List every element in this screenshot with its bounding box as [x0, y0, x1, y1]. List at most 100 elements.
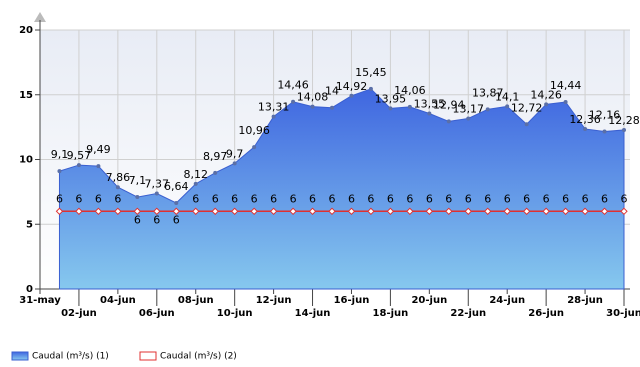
- point: [252, 145, 257, 150]
- x-tick-label: 16-jun: [334, 295, 370, 306]
- x-tick-label: 18-jun: [373, 308, 409, 319]
- x-tick-label: 30-jun: [606, 308, 640, 319]
- data-label: 6: [329, 192, 336, 205]
- data-label: 6: [56, 192, 63, 205]
- marker: [114, 207, 122, 216]
- marker: [211, 207, 219, 216]
- y-tick-label: 0: [26, 284, 33, 295]
- x-tick-label: 20-jun: [411, 295, 447, 306]
- x-tick-label: 08-jun: [178, 295, 214, 306]
- point: [271, 114, 276, 119]
- data-label: 12,94: [433, 98, 465, 111]
- marker: [328, 207, 336, 216]
- data-label: 6: [621, 192, 628, 205]
- point: [583, 126, 588, 131]
- data-label: 14,92: [336, 80, 368, 93]
- marker: [445, 207, 453, 216]
- marker: [561, 207, 570, 216]
- axis-arrow: [34, 12, 46, 22]
- data-label: 7,1: [129, 174, 147, 187]
- data-label: 6: [562, 192, 569, 205]
- x-tick-label: 24-jun: [489, 295, 525, 306]
- data-label: 6: [348, 192, 355, 205]
- marker: [133, 207, 142, 216]
- data-label: 6: [153, 213, 160, 226]
- data-label: 6: [309, 192, 316, 205]
- marker: [94, 207, 103, 216]
- data-label: 6: [367, 192, 374, 205]
- data-label: 6: [290, 192, 297, 205]
- data-label: 14,46: [277, 79, 309, 92]
- marker: [464, 207, 472, 216]
- data-label: 9,57: [67, 149, 92, 162]
- marker: [484, 207, 492, 216]
- point: [291, 99, 296, 104]
- point: [368, 86, 373, 91]
- marker: [289, 207, 297, 216]
- data-label: 13,17: [453, 102, 485, 115]
- legend-label: Caudal (m³/s) (2): [160, 352, 237, 362]
- data-label: 6: [426, 192, 433, 205]
- marker: [172, 207, 180, 216]
- data-label: 6: [114, 192, 121, 205]
- marker: [269, 207, 278, 216]
- x-tick-label: 12-jun: [256, 295, 292, 306]
- y-tick-label: 10: [19, 155, 33, 166]
- point: [563, 100, 568, 105]
- marker: [620, 207, 628, 216]
- marker: [503, 207, 511, 216]
- data-label: 10,96: [238, 124, 270, 137]
- marker: [192, 207, 200, 216]
- point: [622, 127, 626, 132]
- data-label: 6: [134, 213, 141, 226]
- point: [349, 93, 354, 98]
- x-tick-label: 06-jun: [139, 308, 175, 319]
- x-tick-label: 04-jun: [100, 295, 136, 306]
- marker: [308, 207, 317, 216]
- point: [96, 164, 101, 169]
- data-label: 6: [465, 192, 472, 205]
- data-label: 14,44: [550, 79, 582, 92]
- data-label: 6: [582, 192, 589, 205]
- data-label: 9,49: [86, 143, 111, 156]
- marker: [542, 207, 550, 216]
- point: [524, 122, 529, 127]
- data-label: 14,1: [495, 90, 520, 103]
- data-label: 8,12: [183, 168, 208, 181]
- marker: [406, 207, 414, 216]
- data-label: 13,31: [258, 101, 290, 114]
- point: [602, 129, 607, 134]
- marker: [522, 207, 531, 216]
- data-label: 9,1: [51, 148, 69, 161]
- data-label: 6: [523, 192, 530, 205]
- data-label: 6: [601, 192, 608, 205]
- point: [174, 201, 179, 206]
- data-label: 6,64: [164, 180, 189, 193]
- point: [154, 191, 159, 196]
- point: [193, 181, 198, 186]
- data-label: 6: [173, 213, 180, 226]
- point: [57, 169, 62, 174]
- point: [76, 163, 81, 168]
- marker: [230, 207, 239, 216]
- data-label: 13,55: [414, 98, 446, 111]
- point: [427, 111, 432, 116]
- marker: [153, 207, 161, 216]
- point: [213, 170, 218, 175]
- point: [544, 102, 549, 107]
- point: [485, 107, 490, 112]
- data-label: 12,28: [608, 114, 640, 127]
- data-label: 14,08: [297, 91, 329, 104]
- data-label: 6: [251, 192, 258, 205]
- data-label: 6: [231, 192, 238, 205]
- data-label: 12,72: [511, 101, 543, 114]
- y-tick-label: 15: [19, 90, 33, 101]
- marker: [75, 207, 83, 216]
- data-label: 6: [406, 192, 413, 205]
- data-label: 6: [270, 192, 277, 205]
- data-label: 7,86: [106, 171, 131, 184]
- data-label: 7,37: [145, 178, 170, 191]
- marker: [425, 207, 434, 216]
- marker: [347, 207, 356, 216]
